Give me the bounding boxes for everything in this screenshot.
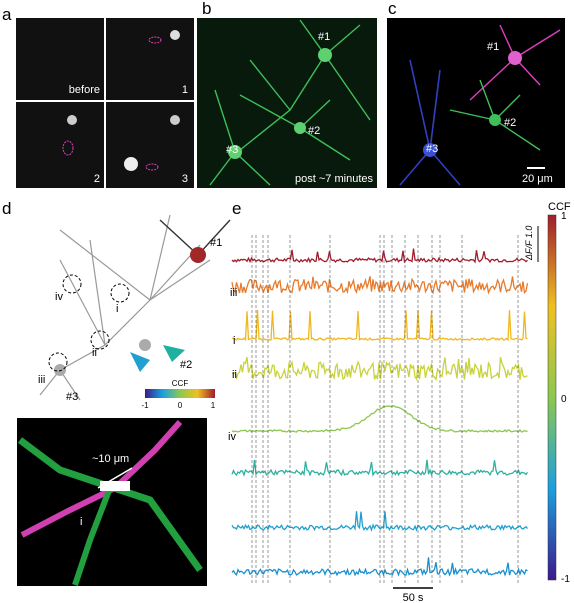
image xyxy=(387,18,565,188)
trace-label: iii xyxy=(230,287,237,299)
panel-label: c xyxy=(388,0,397,18)
cell xyxy=(67,115,77,125)
region-circle xyxy=(62,274,82,294)
cell-label: #1 xyxy=(210,237,222,249)
colorbar-tick: 1 xyxy=(211,401,216,410)
cell xyxy=(228,145,242,159)
neuron xyxy=(399,59,461,186)
region-circle xyxy=(90,330,110,350)
colorbar-tick: 0 xyxy=(178,401,183,410)
tile-label: 3 xyxy=(182,173,188,185)
trace xyxy=(231,309,528,342)
cell xyxy=(170,115,180,125)
panel-label: a xyxy=(2,5,12,24)
trace xyxy=(231,405,528,433)
cell xyxy=(423,143,437,157)
cell-label: #3 xyxy=(66,391,78,403)
target xyxy=(62,140,74,156)
tile xyxy=(16,102,104,188)
trace-label: ii xyxy=(232,369,237,381)
panel-c: #1 #2 #3 20 μm xyxy=(387,18,565,188)
cell xyxy=(139,339,151,351)
cell xyxy=(489,114,501,126)
neurons xyxy=(209,19,371,186)
colorbar xyxy=(547,214,557,581)
region-circle xyxy=(48,352,68,372)
cell-label: #1 xyxy=(487,41,499,53)
tile xyxy=(106,18,194,100)
region-label: iv xyxy=(55,291,63,303)
panel-e: CCF 1 0 -1 ΔF/F 1.0 iii i ii iv 50 s xyxy=(228,201,571,603)
scale-label: ΔF/F 1.0 xyxy=(524,226,534,261)
colorbar-tick: 1 xyxy=(561,211,567,222)
colorbar-tick: -1 xyxy=(561,574,570,585)
cell-label: #3 xyxy=(426,143,438,155)
target xyxy=(145,163,159,171)
panel-d: #1 #2 #3 i ii iii iv CCF -1 0 1 xyxy=(38,214,231,410)
cell xyxy=(170,30,180,40)
region-label: i xyxy=(116,303,118,315)
cell xyxy=(190,247,206,263)
neuron xyxy=(469,24,561,101)
cell-label: #2 xyxy=(180,359,192,371)
panel-d-inset: ~10 μm i xyxy=(17,418,207,586)
region-label: ii xyxy=(92,347,97,359)
region-label: i xyxy=(80,516,82,528)
tile-label: 2 xyxy=(94,173,100,185)
marker xyxy=(130,352,150,372)
cell xyxy=(54,364,66,376)
dendrite xyxy=(72,486,113,586)
trace xyxy=(231,511,528,532)
image xyxy=(17,418,207,586)
marker xyxy=(163,345,185,362)
cell-label: #2 xyxy=(504,117,516,129)
colorbar-tick: 0 xyxy=(561,394,567,405)
tile-label: before xyxy=(69,84,100,96)
panel-label: b xyxy=(202,0,211,18)
region-label: iii xyxy=(38,374,45,386)
panel-a: before 1 2 3 xyxy=(16,18,194,188)
target xyxy=(148,36,162,44)
distance-label: ~10 μm xyxy=(92,453,129,465)
trace xyxy=(231,248,528,264)
tile xyxy=(16,18,104,100)
cell xyxy=(508,51,522,65)
cell-label: #1 xyxy=(318,31,330,43)
cell xyxy=(318,48,332,62)
contact xyxy=(100,481,130,491)
neuron xyxy=(449,79,541,151)
cell xyxy=(124,157,138,171)
neuron-sketch xyxy=(39,214,211,401)
image xyxy=(197,18,377,188)
trace-label: iv xyxy=(228,431,236,443)
scale-label: 50 s xyxy=(403,592,424,603)
caption: post ~7 minutes xyxy=(295,173,373,185)
cell xyxy=(294,122,306,134)
tile xyxy=(106,102,194,188)
trace xyxy=(231,557,528,577)
tile-label: 1 xyxy=(182,84,188,96)
cell-label: #3 xyxy=(226,144,238,156)
colorbar xyxy=(145,389,215,398)
cell-label: #2 xyxy=(308,125,320,137)
scale-label: 20 μm xyxy=(522,173,553,185)
colorbar-title: CCF xyxy=(172,379,189,388)
distance-line xyxy=(97,467,133,489)
trace-label: i xyxy=(233,335,235,347)
panel-label: d xyxy=(2,199,11,218)
panel-label: e xyxy=(232,199,241,218)
region-circle xyxy=(110,283,130,303)
colorbar-title: CCF xyxy=(548,201,571,213)
colorbar-tick: -1 xyxy=(141,401,149,410)
panel-b: #1 #2 #3 post ~7 minutes xyxy=(197,18,377,188)
